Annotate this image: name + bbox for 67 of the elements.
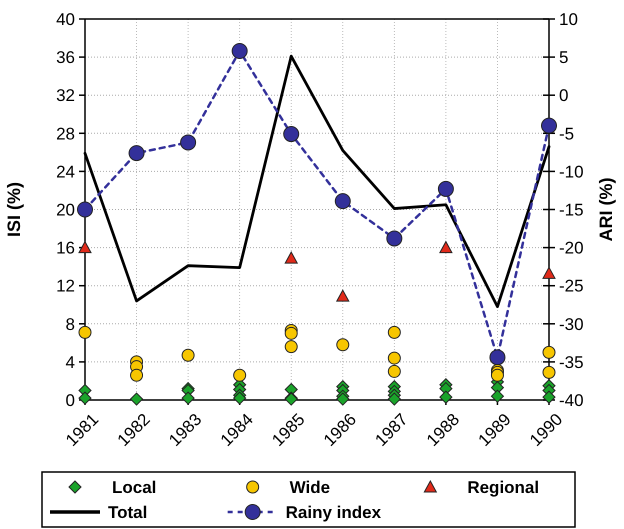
y2-tick-label: -25 [559, 276, 584, 296]
y-tick-label: 28 [56, 124, 75, 144]
point [388, 352, 401, 365]
y-tick-label: 0 [66, 390, 75, 410]
y2-tick-label: -40 [559, 390, 584, 410]
point [128, 145, 145, 162]
point [386, 230, 402, 246]
point [541, 118, 557, 134]
point [182, 392, 195, 405]
legend-label: Rainy index [286, 502, 382, 522]
point [182, 348, 195, 362]
point [130, 368, 144, 382]
y-tick-label: 8 [66, 314, 75, 334]
point [77, 202, 93, 218]
point [130, 392, 144, 406]
point [490, 368, 504, 382]
point [284, 326, 298, 340]
point [334, 193, 351, 210]
point [542, 346, 556, 359]
point [233, 392, 246, 405]
point [388, 392, 401, 406]
point [439, 241, 452, 254]
y2-tick-label: 0 [559, 86, 568, 106]
point [542, 390, 556, 404]
point [232, 43, 248, 60]
y-tick-label: 16 [56, 238, 75, 258]
y2-tick-label: 10 [559, 10, 578, 29]
y-tick-label: 24 [56, 162, 75, 182]
y-tick-label: 32 [56, 86, 75, 106]
point [180, 134, 196, 150]
legend-label: Local [112, 478, 156, 497]
point [78, 392, 92, 405]
point [388, 364, 401, 378]
y-axis-title: ISI (%) [4, 182, 24, 238]
point [336, 392, 350, 406]
point [233, 368, 246, 382]
point [542, 366, 556, 379]
y-tick-label: 40 [56, 10, 75, 29]
point [336, 338, 350, 352]
point [284, 252, 298, 264]
point [438, 180, 454, 197]
point [489, 349, 506, 366]
y2-tick-label: -5 [559, 124, 574, 144]
point [439, 390, 452, 404]
y-tick-label: 4 [66, 352, 75, 372]
y2-tick-label: -20 [559, 238, 584, 258]
point [78, 326, 92, 339]
y2-tick-label: -10 [559, 162, 584, 182]
y2-tick-label: 5 [559, 48, 568, 68]
legend-label: Wide [290, 478, 330, 497]
point [284, 340, 298, 354]
point [284, 392, 298, 406]
point [283, 126, 300, 142]
legend-label: Total [108, 502, 148, 522]
y-tick-label: 36 [56, 48, 75, 68]
y2-tick-label: -35 [559, 352, 584, 372]
point [490, 390, 504, 403]
point [542, 266, 556, 279]
y2-tick-label: -30 [559, 314, 584, 334]
y2-tick-label: -15 [559, 200, 584, 220]
y2-axis-title: ARI (%) [596, 178, 616, 242]
y-tick-label: 20 [56, 200, 75, 220]
point [388, 326, 401, 339]
point [78, 241, 92, 254]
legend-label: Regional [467, 478, 540, 497]
point [336, 290, 350, 302]
y-tick-label: 12 [56, 276, 75, 296]
